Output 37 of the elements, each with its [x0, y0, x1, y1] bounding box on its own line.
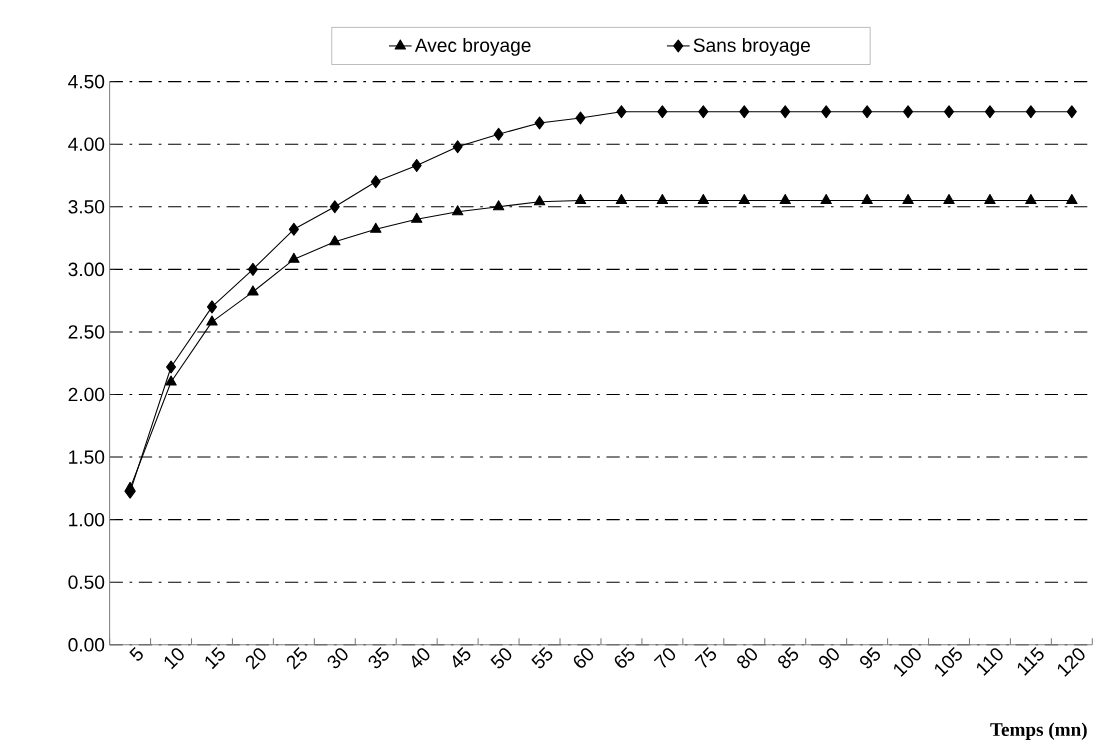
- y-tick-label: 2.50: [68, 325, 105, 339]
- x-tick-label: 90: [819, 648, 839, 669]
- legend-label: Avec broyage: [414, 38, 531, 56]
- x-tick-label: 5: [129, 646, 143, 661]
- x-tick-label: 65: [614, 647, 635, 668]
- y-tick-label: 3.00: [68, 262, 105, 277]
- x-tick-label: 60: [573, 648, 594, 668]
- y-tick-label: 4.00: [68, 137, 105, 152]
- x-axis-title: Temps (mn): [990, 722, 1087, 740]
- x-tick-label: 55: [531, 646, 553, 669]
- x-tick-label: 50: [490, 648, 512, 669]
- x-tick-label: 80: [737, 648, 757, 669]
- x-tick-label: 110: [976, 648, 1003, 676]
- x-tick-label: 20: [245, 648, 266, 670]
- x-tick-label: 45: [452, 646, 471, 668]
- y-tick-label: 0.50: [68, 575, 105, 590]
- y-tick-label: 1.50: [69, 450, 105, 464]
- x-tick-label: 120: [1057, 648, 1085, 677]
- x-tick-label: 40: [411, 648, 430, 668]
- x-tick-label: 100: [894, 648, 921, 677]
- x-tick-label: 70: [653, 648, 676, 668]
- x-tick-label: 10: [164, 648, 184, 670]
- x-tick-label: 15: [205, 646, 225, 670]
- x-tick-label: 25: [286, 647, 307, 670]
- x-tick-label: 105: [935, 647, 962, 677]
- y-tick-label: 4.50: [68, 74, 105, 89]
- y-tick-label: 1.00: [69, 512, 105, 527]
- y-tick-label: 0.00: [68, 638, 105, 652]
- legend-label: Sans broyage: [693, 38, 810, 56]
- x-tick-label: 95: [860, 647, 881, 669]
- x-tick-label: 85: [778, 647, 799, 669]
- x-tick-label: 35: [368, 647, 389, 669]
- x-tick-label: 75: [694, 646, 717, 668]
- y-tick-label: 2.00: [68, 387, 105, 402]
- x-tick-label: 115: [1017, 646, 1044, 676]
- y-tick-label: 3.50: [68, 200, 105, 214]
- x-tick-label: 30: [327, 648, 348, 669]
